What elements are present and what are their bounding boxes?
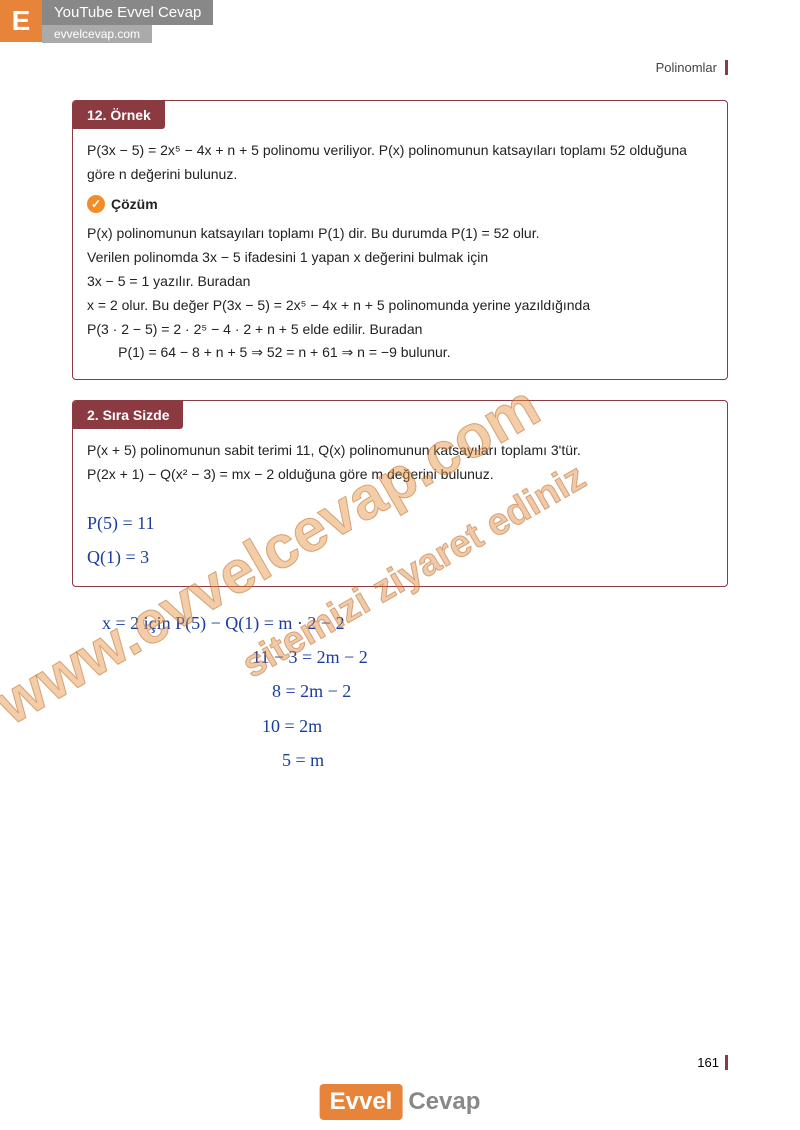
- solution-line: Verilen polinomda 3x − 5 ifadesini 1 yap…: [87, 246, 713, 270]
- solution-line: P(1) = 64 − 8 + n + 5 ⇒ 52 = n + 61 ⇒ n …: [87, 341, 713, 365]
- logo-icon: E: [0, 0, 42, 42]
- handwriting-line: 11 − 3 = 2m − 2: [102, 641, 728, 673]
- example-problem: P(3x − 5) = 2x⁵ − 4x + n + 5 polinomu ve…: [87, 139, 713, 187]
- handwriting-line: x = 2 için P(5) − Q(1) = m · 2 − 2: [102, 607, 728, 639]
- solution-line: 3x − 5 = 1 yazılır. Buradan: [87, 270, 713, 294]
- handwriting-work: x = 2 için P(5) − Q(1) = m · 2 − 2 11 − …: [72, 607, 728, 777]
- footer-part2: Cevap: [408, 1088, 480, 1116]
- solution-line: P(3 · 2 − 5) = 2 · 2⁵ − 4 · 2 + n + 5 el…: [87, 318, 713, 342]
- exercise-problem: P(x + 5) polinomunun sabit terimi 11, Q(…: [87, 439, 713, 463]
- handwriting-line: P(5) = 11: [87, 507, 713, 539]
- banner-title: YouTube Evvel Cevap: [42, 0, 213, 25]
- handwriting-line: 8 = 2m − 2: [102, 675, 728, 707]
- exercise-label: 2. Sıra Sizde: [73, 401, 183, 429]
- example-box: 12. Örnek P(3x − 5) = 2x⁵ − 4x + n + 5 p…: [72, 100, 728, 380]
- page-number: 161: [697, 1055, 728, 1070]
- handwriting-box: P(5) = 11 Q(1) = 3: [73, 501, 727, 586]
- example-label: 12. Örnek: [73, 101, 165, 129]
- solution-line: x = 2 olur. Bu değer P(3x − 5) = 2x⁵ − 4…: [87, 294, 713, 318]
- exercise-box: 2. Sıra Sizde P(x + 5) polinomunun sabit…: [72, 400, 728, 586]
- banner-text: YouTube Evvel Cevap evvelcevap.com: [42, 0, 213, 43]
- exercise-body: P(x + 5) polinomunun sabit terimi 11, Q(…: [73, 429, 727, 501]
- chapter-title: Polinomlar: [656, 60, 728, 75]
- handwriting-line: 5 = m: [102, 744, 728, 776]
- footer-logo: Evvel Cevap: [320, 1084, 481, 1120]
- handwriting-line: 10 = 2m: [102, 710, 728, 742]
- solution-line: P(x) polinomunun katsayıları toplamı P(1…: [87, 222, 713, 246]
- exercise-problem: P(2x + 1) − Q(x² − 3) = mx − 2 olduğuna …: [87, 463, 713, 487]
- page-content: 12. Örnek P(3x − 5) = 2x⁵ − 4x + n + 5 p…: [72, 100, 728, 779]
- banner-site: evvelcevap.com: [42, 25, 152, 43]
- check-icon: ✓: [87, 195, 105, 213]
- solution-text: Çözüm: [111, 193, 158, 217]
- footer-part1: Evvel: [320, 1084, 403, 1120]
- top-banner: E YouTube Evvel Cevap evvelcevap.com: [0, 0, 213, 43]
- example-body: P(3x − 5) = 2x⁵ − 4x + n + 5 polinomu ve…: [73, 129, 727, 379]
- handwriting-line: Q(1) = 3: [87, 541, 713, 573]
- solution-label: ✓ Çözüm: [87, 193, 713, 217]
